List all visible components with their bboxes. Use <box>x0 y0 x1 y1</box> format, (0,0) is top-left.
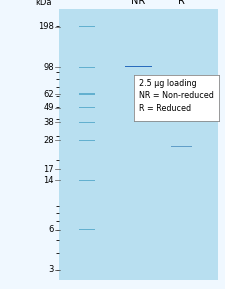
Bar <box>79 67 95 68</box>
Text: 38: 38 <box>43 118 54 127</box>
Text: 198: 198 <box>38 22 54 31</box>
Bar <box>169 106 194 107</box>
Bar <box>79 26 95 27</box>
Text: R: R <box>178 0 185 6</box>
Text: 3: 3 <box>49 265 54 274</box>
Text: 62: 62 <box>43 90 54 99</box>
Bar <box>79 107 95 108</box>
Bar <box>79 140 95 141</box>
Bar <box>79 180 95 181</box>
Text: 2.5 μg loading
NR = Non-reduced
R = Reduced: 2.5 μg loading NR = Non-reduced R = Redu… <box>139 79 214 113</box>
Bar <box>125 66 152 67</box>
Text: 98: 98 <box>43 63 54 72</box>
Text: 17: 17 <box>43 165 54 174</box>
Text: NR: NR <box>131 0 146 6</box>
Text: 14: 14 <box>43 176 54 185</box>
Bar <box>79 122 95 123</box>
Text: 28: 28 <box>43 136 54 145</box>
Bar <box>171 146 192 147</box>
Text: 6: 6 <box>49 225 54 234</box>
Bar <box>79 229 95 230</box>
Text: 49: 49 <box>43 103 54 112</box>
Bar <box>79 93 95 95</box>
Text: kDa: kDa <box>35 0 52 7</box>
